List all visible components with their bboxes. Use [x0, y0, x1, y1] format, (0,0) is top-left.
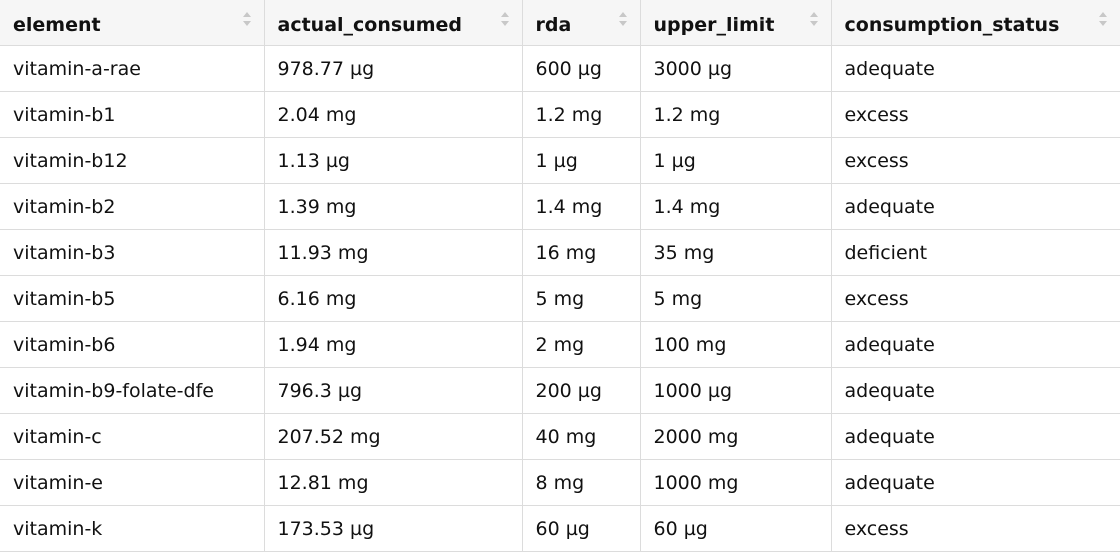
table-row: vitamin-a-rae 978.77 µg 600 µg 3000 µg adequ… [0, 45, 1120, 92]
table-cell: vitamin-e [0, 459, 265, 506]
table-cell: vitamin-b2 [0, 183, 265, 230]
table-cell: 60 µg [521, 505, 641, 552]
table-cell: vitamin-b1 [0, 91, 265, 138]
table-cell: 100 mg [639, 321, 832, 368]
column-name: consumption_status [844, 13, 1060, 36]
table-cell: 2.04 mg [263, 91, 523, 138]
table-cell: 796.3 µg [263, 367, 523, 414]
table-cell: adequate [830, 183, 1120, 230]
table-cell: vitamin-c [0, 413, 265, 460]
table-cell: adequate [830, 367, 1120, 414]
table-cell: excess [830, 275, 1120, 322]
table-cell: excess [830, 505, 1120, 552]
table-cell: vitamin-a-rae [0, 45, 265, 92]
column-name: element [13, 13, 101, 36]
table-cell: vitamin-b6 [0, 321, 265, 368]
table-cell: 1000 mg [639, 459, 832, 506]
sort-arrow [809, 12, 818, 17]
table-cell: vitamin-b12 [0, 137, 265, 184]
table-cell: 600 µg [521, 45, 641, 92]
sort-arrow [809, 21, 818, 26]
table-cell: vitamin-b9-folate-dfe [0, 367, 265, 414]
table-row: vitamin-k 173.53 µg 60 µg 60 µg excess [0, 505, 1120, 552]
table-row: vitamin-b6 1.94 mg 2 mg 100 mg adequate [0, 321, 1120, 368]
table-row: vitamin-b9-folate-dfe 796.3 µg 200 µg 1000 … [0, 367, 1120, 414]
sort-arrow [1099, 21, 1107, 26]
table-cell: 5 mg [639, 275, 832, 322]
sort-icon [618, 12, 627, 26]
table-cell: deficient [830, 229, 1120, 276]
sort-icon [809, 12, 818, 26]
table-cell: 1 µg [639, 137, 832, 184]
table-cell: 8 mg [521, 459, 641, 506]
sort-arrow [500, 21, 509, 26]
table-cell: vitamin-b5 [0, 275, 265, 322]
table-cell: 2000 mg [639, 413, 832, 460]
sort-icon [1099, 12, 1107, 26]
table-cell: 40 mg [521, 413, 641, 460]
table-cell: 1000 µg [639, 367, 832, 414]
table-cell: 200 µg [521, 367, 641, 414]
table-cell: excess [830, 91, 1120, 138]
table-cell: 6.16 mg [263, 275, 523, 322]
table-cell: vitamin-k [0, 505, 265, 552]
table-cell: 1 µg [521, 137, 641, 184]
table-cell: 1.4 mg [521, 183, 641, 230]
table-cell: 1.4 mg [639, 183, 832, 230]
table-body: vitamin-a-rae 978.77 µg 600 µg 3000 µg adequ… [0, 45, 1120, 552]
header-row: element actual_consumed rda upper_limit cons… [0, 0, 1120, 46]
table-cell: 978.77 µg [263, 45, 523, 92]
table-row: vitamin-b5 6.16 mg 5 mg 5 mg excess [0, 275, 1120, 322]
table-cell: 1.94 mg [263, 321, 523, 368]
table-cell: adequate [830, 45, 1120, 92]
table-row: vitamin-b1 2.04 mg 1.2 mg 1.2 mg excess [0, 91, 1120, 138]
sort-arrow [242, 21, 251, 26]
column-header[interactable]: upper_limit [639, 0, 832, 46]
table-row: vitamin-b12 1.13 µg 1 µg 1 µg excess [0, 137, 1120, 184]
sort-arrow [500, 12, 509, 17]
column-name: upper_limit [653, 13, 775, 36]
table-cell: 1.13 µg [263, 137, 523, 184]
table-cell: 1.2 mg [521, 91, 641, 138]
table-cell: 35 mg [639, 229, 832, 276]
table-cell: 2 mg [521, 321, 641, 368]
table-cell: 207.52 mg [263, 413, 523, 460]
sort-arrow [618, 12, 627, 17]
table-row: vitamin-c 207.52 mg 40 mg 2000 mg adequate [0, 413, 1120, 460]
sort-icon [500, 12, 509, 26]
table-cell: 60 µg [639, 505, 832, 552]
sort-arrow [242, 12, 251, 17]
sort-icon [242, 12, 251, 26]
sort-arrow [1099, 12, 1107, 17]
column-header[interactable]: element [0, 0, 265, 46]
table-cell: 1.39 mg [263, 183, 523, 230]
table-cell: adequate [830, 413, 1120, 460]
table-cell: 1.2 mg [639, 91, 832, 138]
table-cell: adequate [830, 459, 1120, 506]
table-cell: 11.93 mg [263, 229, 523, 276]
table-cell: vitamin-b3 [0, 229, 265, 276]
table-row: vitamin-e 12.81 mg 8 mg 1000 mg adequate [0, 459, 1120, 506]
column-name: actual_consumed [277, 13, 463, 36]
table-row: vitamin-b2 1.39 mg 1.4 mg 1.4 mg adequate [0, 183, 1120, 230]
table-cell: 5 mg [521, 275, 641, 322]
table-cell: 12.81 mg [263, 459, 523, 506]
table-cell: 173.53 µg [263, 505, 523, 552]
table-cell: adequate [830, 321, 1120, 368]
table-cell: 3000 µg [639, 45, 832, 92]
column-header[interactable]: consumption_status [830, 0, 1120, 46]
column-header[interactable]: actual_consumed [263, 0, 523, 46]
sort-arrow [618, 21, 627, 26]
table-cell: excess [830, 137, 1120, 184]
table-row: vitamin-b3 11.93 mg 16 mg 35 mg deficient [0, 229, 1120, 276]
column-name: rda [535, 13, 572, 36]
table-cell: 16 mg [521, 229, 641, 276]
column-header[interactable]: rda [521, 0, 641, 46]
